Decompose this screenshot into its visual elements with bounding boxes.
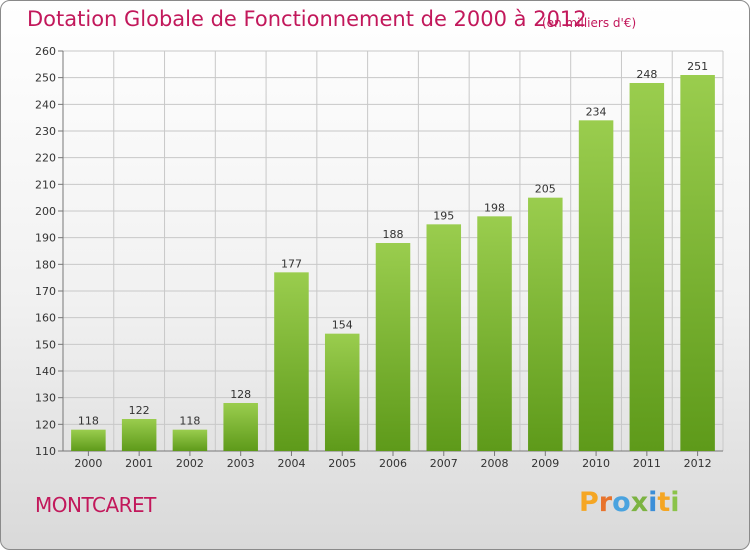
x-tick-label: 2004 [277, 457, 305, 470]
bar-2006 [375, 243, 411, 451]
value-label: 234 [586, 105, 607, 118]
x-tick-label: 2001 [125, 457, 153, 470]
logo-letter: r [598, 487, 613, 518]
bar-2007 [426, 224, 462, 451]
logo-letter: P [579, 487, 599, 518]
logo-letter: o [612, 487, 631, 518]
logo-letter: i [648, 487, 658, 518]
y-tick-label: 220 [35, 152, 56, 165]
value-label: 118 [78, 415, 99, 428]
value-label: 154 [332, 319, 353, 332]
y-tick-label: 180 [35, 258, 56, 271]
chart-title: Dotation Globale de Fonctionnement de 20… [27, 7, 587, 31]
x-tick-label: 2006 [379, 457, 407, 470]
x-tick-label: 2010 [582, 457, 610, 470]
bars [71, 75, 715, 451]
logo-letter: t [657, 487, 671, 518]
y-tick-label: 240 [35, 98, 56, 111]
value-label: 118 [179, 415, 200, 428]
bar-2009 [528, 197, 563, 451]
proxiti-logo: Proxiti [579, 487, 680, 518]
y-tick-label: 170 [35, 285, 56, 298]
x-tick-label: 2005 [328, 457, 356, 470]
value-label: 195 [433, 209, 454, 222]
value-label: 251 [687, 60, 708, 73]
y-tick-label: 190 [35, 232, 56, 245]
bar-2004 [274, 272, 309, 451]
chart-unit-label: (en milliers d'€) [542, 16, 637, 30]
y-tick-label: 110 [35, 445, 56, 458]
y-tick-label: 200 [35, 205, 56, 218]
x-tick-label: 2012 [684, 457, 712, 470]
value-label: 248 [636, 68, 657, 81]
x-tick-label: 2009 [531, 457, 559, 470]
bar-2008 [477, 216, 512, 451]
bar-2002 [172, 429, 208, 451]
commune-name: MONTCARET [35, 493, 156, 517]
value-label: 128 [230, 388, 251, 401]
x-tick-label: 2008 [481, 457, 509, 470]
y-tick-label: 160 [35, 312, 56, 325]
y-tick-label: 150 [35, 338, 56, 351]
y-tick-label: 130 [35, 392, 56, 405]
logo-letter: i [670, 487, 680, 518]
x-tick-label: 2007 [430, 457, 458, 470]
y-tick-label: 120 [35, 418, 56, 431]
logo-letter: x [630, 487, 649, 518]
bar-2000 [71, 429, 106, 451]
y-tick-label: 230 [35, 125, 56, 138]
labels: 110 120 130 140 150 160 170 180 190 200 210 220 230 2… [35, 45, 712, 470]
y-tick-label: 260 [35, 45, 56, 58]
bar-2005 [324, 333, 360, 451]
bar-2012 [680, 75, 715, 451]
x-tick-label: 2002 [176, 457, 204, 470]
bar-2003 [223, 403, 258, 451]
bar-2010 [578, 120, 614, 451]
y-tick-label: 250 [35, 72, 56, 85]
x-tick-label: 2000 [74, 457, 102, 470]
x-tick-label: 2011 [633, 457, 661, 470]
value-label: 205 [535, 183, 556, 196]
y-tick-label: 210 [35, 178, 56, 191]
y-tick-label: 140 [35, 365, 56, 378]
bar-2001 [121, 419, 157, 451]
value-label: 198 [484, 201, 505, 214]
value-label: 122 [129, 404, 150, 417]
bar-2011 [629, 83, 665, 451]
value-label: 177 [281, 257, 302, 270]
value-label: 188 [383, 228, 404, 241]
x-tick-label: 2003 [227, 457, 255, 470]
